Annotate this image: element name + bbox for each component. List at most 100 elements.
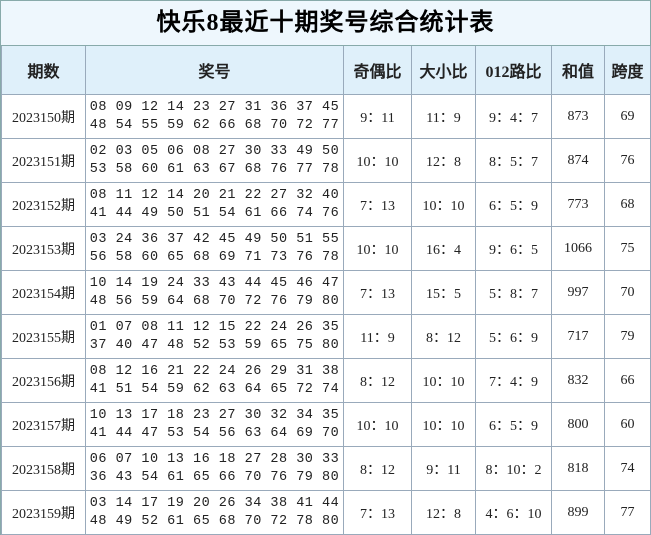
stat-cell: 15：5 xyxy=(411,270,476,315)
stat-cell: 8：12 xyxy=(343,358,412,403)
numbers-line: 41 44 47 53 54 56 63 64 69 70 xyxy=(89,425,340,441)
stat-cell: 10：10 xyxy=(411,358,476,403)
stat-cell: 4：6：10 xyxy=(475,490,552,535)
stat-cell: 66 xyxy=(604,358,651,403)
numbers-line: 10 13 17 18 23 27 30 32 34 35 xyxy=(89,407,340,423)
stat-cell: 68 xyxy=(604,182,651,227)
numbers-cell: 08 11 12 14 20 21 22 27 32 40 41 44 49 50… xyxy=(85,182,344,227)
period-cell: 2023150期 xyxy=(1,94,86,139)
period-cell: 2023156期 xyxy=(1,358,86,403)
table-body: 2023150期 08 09 12 14 23 27 31 36 37 45 48 … xyxy=(1,94,651,535)
numbers-cell: 10 14 19 24 33 43 44 45 46 47 48 56 59 64… xyxy=(85,270,344,315)
numbers-line: 56 58 60 65 68 69 71 73 76 78 xyxy=(89,249,340,265)
stat-cell: 7：4：9 xyxy=(475,358,552,403)
table-row: 2023157期 10 13 17 18 23 27 30 32 34 35 41 … xyxy=(1,402,651,447)
stat-cell: 773 xyxy=(551,182,605,227)
stat-cell: 874 xyxy=(551,138,605,183)
table-row: 2023154期 10 14 19 24 33 43 44 45 46 47 48 … xyxy=(1,270,651,315)
table-row: 2023159期 03 14 17 19 20 26 34 38 41 44 48 … xyxy=(1,490,651,535)
header-row: 期数 奖号 奇偶比 大小比 012路比 和值 跨度 xyxy=(1,46,651,95)
numbers-line: 53 58 60 61 63 67 68 76 77 78 xyxy=(89,161,340,177)
stat-cell: 8：12 xyxy=(343,446,412,491)
numbers-line: 41 44 49 50 51 54 61 66 74 76 xyxy=(89,205,340,221)
stat-cell: 6：5：9 xyxy=(475,182,552,227)
table-row: 2023153期 03 24 36 37 42 45 49 50 51 55 56 … xyxy=(1,226,651,271)
stat-cell: 76 xyxy=(604,138,651,183)
stat-cell: 10：10 xyxy=(343,226,412,271)
stat-cell: 16：4 xyxy=(411,226,476,271)
table-row: 2023150期 08 09 12 14 23 27 31 36 37 45 48 … xyxy=(1,94,651,139)
stat-cell: 70 xyxy=(604,270,651,315)
stat-cell: 7：13 xyxy=(343,182,412,227)
period-cell: 2023154期 xyxy=(1,270,86,315)
period-cell: 2023155期 xyxy=(1,314,86,359)
stat-cell: 11：9 xyxy=(343,314,412,359)
numbers-line: 37 40 47 48 52 53 59 65 75 80 xyxy=(89,337,340,353)
stat-cell: 800 xyxy=(551,402,605,447)
numbers-line: 08 09 12 14 23 27 31 36 37 45 xyxy=(89,99,340,115)
numbers-cell: 06 07 10 13 16 18 27 28 30 33 36 43 54 61… xyxy=(85,446,344,491)
stat-cell: 10：10 xyxy=(411,402,476,447)
title: 快乐8最近十期奖号综合统计表 xyxy=(1,1,650,46)
numbers-line: 02 03 05 06 08 27 30 33 49 50 xyxy=(89,143,340,159)
stat-cell: 9：11 xyxy=(411,446,476,491)
stat-cell: 5：6：9 xyxy=(475,314,552,359)
stat-cell: 6：5：9 xyxy=(475,402,552,447)
numbers-line: 01 07 08 11 12 15 22 24 26 35 xyxy=(89,319,340,335)
stat-cell: 717 xyxy=(551,314,605,359)
period-cell: 2023153期 xyxy=(1,226,86,271)
stat-cell: 10：10 xyxy=(343,402,412,447)
numbers-line: 41 51 54 59 62 63 64 65 72 74 xyxy=(89,381,340,397)
table-row: 2023151期 02 03 05 06 08 27 30 33 49 50 53 … xyxy=(1,138,651,183)
period-cell: 2023159期 xyxy=(1,490,86,535)
stat-cell: 9：4：7 xyxy=(475,94,552,139)
stat-cell: 899 xyxy=(551,490,605,535)
column-header: 奖号 xyxy=(85,46,344,95)
numbers-cell: 03 14 17 19 20 26 34 38 41 44 48 49 52 61… xyxy=(85,490,344,535)
column-header: 期数 xyxy=(1,46,86,95)
stat-cell: 997 xyxy=(551,270,605,315)
numbers-cell: 08 12 16 21 22 24 26 29 31 38 41 51 54 59… xyxy=(85,358,344,403)
table-row: 2023158期 06 07 10 13 16 18 27 28 30 33 36 … xyxy=(1,446,651,491)
numbers-cell: 08 09 12 14 23 27 31 36 37 45 48 54 55 59… xyxy=(85,94,344,139)
numbers-cell: 02 03 05 06 08 27 30 33 49 50 53 58 60 61… xyxy=(85,138,344,183)
table-row: 2023156期 08 12 16 21 22 24 26 29 31 38 41 … xyxy=(1,358,651,403)
column-header: 跨度 xyxy=(604,46,651,95)
numbers-cell: 03 24 36 37 42 45 49 50 51 55 56 58 60 65… xyxy=(85,226,344,271)
period-cell: 2023157期 xyxy=(1,402,86,447)
stat-cell: 1066 xyxy=(551,226,605,271)
stats-table: 期数 奖号 奇偶比 大小比 012路比 和值 跨度 2023150期 08 09 12 14 … xyxy=(1,46,651,535)
column-header: 012路比 xyxy=(475,46,552,95)
numbers-line: 48 56 59 64 68 70 72 76 79 80 xyxy=(89,293,340,309)
column-header: 和值 xyxy=(551,46,605,95)
numbers-line: 08 12 16 21 22 24 26 29 31 38 xyxy=(89,363,340,379)
numbers-line: 48 54 55 59 62 66 68 70 72 77 xyxy=(89,117,340,133)
numbers-line: 06 07 10 13 16 18 27 28 30 33 xyxy=(89,451,340,467)
stat-cell: 873 xyxy=(551,94,605,139)
period-cell: 2023158期 xyxy=(1,446,86,491)
stat-cell: 75 xyxy=(604,226,651,271)
stat-cell: 69 xyxy=(604,94,651,139)
table-row: 2023152期 08 11 12 14 20 21 22 27 32 40 41 … xyxy=(1,182,651,227)
table-row: 2023155期 01 07 08 11 12 15 22 24 26 35 37 … xyxy=(1,314,651,359)
stat-cell: 74 xyxy=(604,446,651,491)
stat-cell: 60 xyxy=(604,402,651,447)
numbers-line: 36 43 54 61 65 66 70 76 79 80 xyxy=(89,469,340,485)
period-cell: 2023151期 xyxy=(1,138,86,183)
numbers-line: 10 14 19 24 33 43 44 45 46 47 xyxy=(89,275,340,291)
column-header: 大小比 xyxy=(411,46,476,95)
column-header: 奇偶比 xyxy=(343,46,412,95)
stat-cell: 818 xyxy=(551,446,605,491)
stat-cell: 12：8 xyxy=(411,138,476,183)
stat-cell: 11：9 xyxy=(411,94,476,139)
stat-cell: 12：8 xyxy=(411,490,476,535)
numbers-line: 03 14 17 19 20 26 34 38 41 44 xyxy=(89,495,340,511)
stat-cell: 9：11 xyxy=(343,94,412,139)
stat-cell: 8：5：7 xyxy=(475,138,552,183)
stat-cell: 10：10 xyxy=(411,182,476,227)
numbers-cell: 01 07 08 11 12 15 22 24 26 35 37 40 47 48… xyxy=(85,314,344,359)
stat-cell: 8：12 xyxy=(411,314,476,359)
numbers-line: 03 24 36 37 42 45 49 50 51 55 xyxy=(89,231,340,247)
stat-cell: 9：6：5 xyxy=(475,226,552,271)
